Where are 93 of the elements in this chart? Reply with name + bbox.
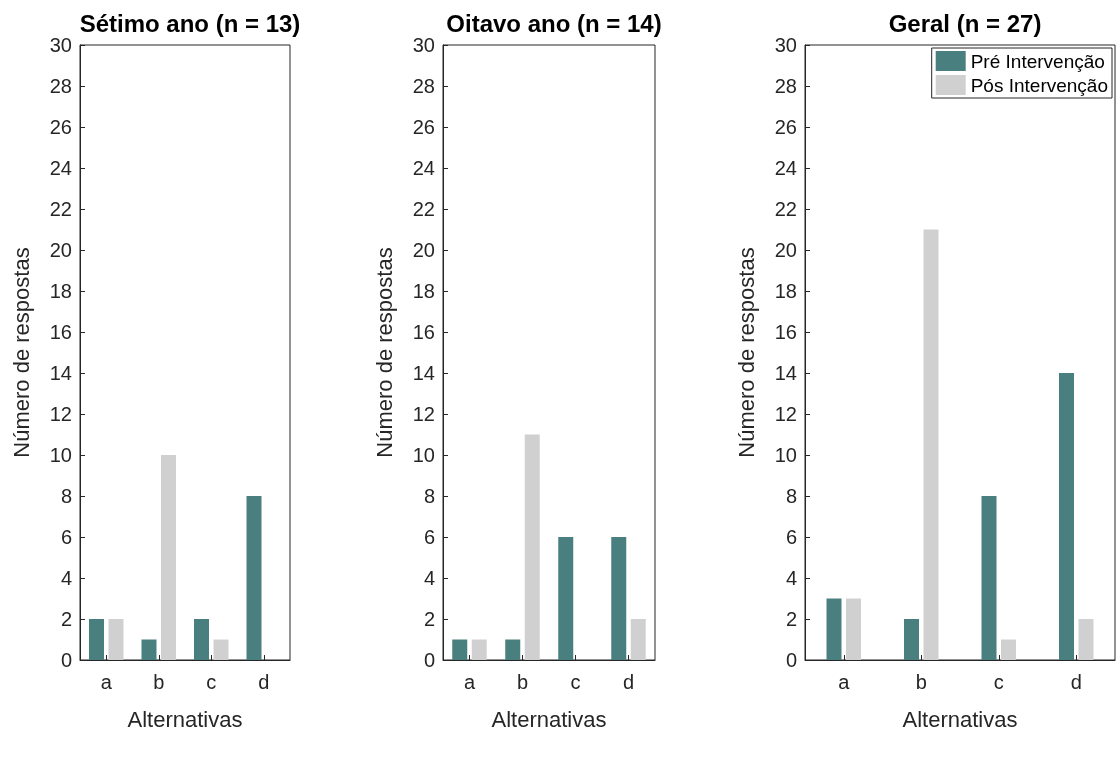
- x-axis-title: Alternativas: [491, 706, 607, 732]
- bar: [846, 598, 861, 660]
- y-axis-title: Número de respostas: [8, 247, 34, 458]
- y-tick-label: 10: [412, 444, 435, 466]
- y-tick-label: 30: [49, 34, 72, 56]
- y-tick-label: 24: [412, 157, 435, 179]
- y-tick-label: 0: [60, 649, 72, 671]
- y-tick-label: 12: [49, 403, 72, 425]
- y-tick-label: 18: [774, 280, 797, 302]
- y-tick-label: 22: [412, 198, 435, 220]
- bar: [1059, 373, 1074, 660]
- y-tick-label: 6: [60, 526, 72, 548]
- bar: [826, 598, 842, 660]
- y-tick-label: 16: [49, 321, 72, 343]
- y-tick-label: 2: [423, 608, 435, 630]
- bar: [611, 537, 627, 660]
- bar: [1001, 639, 1016, 660]
- y-tick-label: 6: [423, 526, 435, 548]
- chart-title: Sétimo ano (n = 13): [79, 9, 301, 37]
- bar: [505, 639, 521, 660]
- x-tick-label: c: [993, 671, 1004, 693]
- y-tick-label: 14: [774, 362, 797, 384]
- y-tick-label: 2: [60, 608, 72, 630]
- y-tick-label: 4: [785, 567, 797, 589]
- legend-label: Pré Intervenção: [970, 50, 1105, 72]
- bar: [471, 639, 487, 660]
- bar: [558, 537, 574, 660]
- y-tick-label: 26: [412, 116, 435, 138]
- x-tick-label: b: [915, 671, 927, 693]
- bar: [630, 619, 646, 660]
- y-tick-label: 10: [774, 444, 797, 466]
- bar: [923, 229, 939, 660]
- bar: [246, 496, 262, 660]
- y-tick-label: 18: [49, 280, 72, 302]
- y-tick-label: 26: [774, 116, 797, 138]
- y-tick-label: 16: [412, 321, 435, 343]
- y-tick-label: 28: [49, 75, 72, 97]
- x-axis-title: Alternativas: [127, 706, 243, 732]
- y-tick-label: 14: [49, 362, 72, 384]
- bar: [161, 455, 176, 660]
- y-tick-label: 8: [785, 485, 797, 507]
- x-tick-label: b: [516, 671, 529, 693]
- x-tick-label: a: [838, 671, 851, 693]
- bar: [981, 496, 997, 660]
- y-axis-title: Número de respostas: [733, 247, 759, 458]
- x-tick-label: b: [153, 671, 165, 693]
- bar: [1078, 619, 1094, 660]
- bar: [524, 434, 540, 660]
- y-tick-label: 0: [785, 649, 797, 671]
- bar: [452, 639, 468, 660]
- y-tick-label: 4: [423, 567, 435, 589]
- y-tick-label: 12: [412, 403, 435, 425]
- bar: [904, 619, 919, 660]
- x-tick-label: a: [100, 671, 113, 693]
- y-tick-label: 12: [774, 403, 797, 425]
- y-tick-label: 20: [774, 239, 797, 261]
- y-tick-label: 28: [412, 75, 435, 97]
- y-tick-label: 20: [49, 239, 72, 261]
- y-tick-label: 30: [774, 34, 797, 56]
- y-tick-label: 2: [785, 608, 797, 630]
- x-tick-label: d: [622, 671, 635, 693]
- y-tick-label: 22: [774, 198, 797, 220]
- bar: [141, 639, 157, 660]
- y-tick-label: 14: [412, 362, 435, 384]
- x-tick-label: c: [206, 671, 217, 693]
- x-tick-label: a: [463, 671, 476, 693]
- bar: [194, 619, 209, 660]
- y-tick-label: 4: [60, 567, 72, 589]
- y-tick-label: 30: [412, 34, 435, 56]
- x-axis-title: Alternativas: [902, 706, 1018, 732]
- chart-title: Geral (n = 27): [888, 9, 1042, 37]
- bar: [89, 619, 104, 660]
- y-axis-title: Número de respostas: [371, 247, 397, 458]
- y-tick-label: 6: [785, 526, 797, 548]
- y-tick-label: 18: [412, 280, 435, 302]
- y-tick-label: 22: [49, 198, 72, 220]
- y-tick-label: 16: [774, 321, 797, 343]
- bar: [213, 639, 229, 660]
- y-tick-label: 10: [49, 444, 72, 466]
- y-tick-label: 26: [49, 116, 72, 138]
- legend-label: Pós Intervenção: [970, 74, 1109, 96]
- y-tick-label: 28: [774, 75, 797, 97]
- bar: [108, 619, 124, 660]
- x-tick-label: d: [1070, 671, 1082, 693]
- y-tick-label: 8: [423, 485, 435, 507]
- y-tick-label: 8: [60, 485, 72, 507]
- x-tick-label: c: [570, 671, 581, 693]
- y-tick-label: 20: [412, 239, 435, 261]
- x-tick-label: d: [258, 671, 270, 693]
- y-tick-label: 24: [774, 157, 797, 179]
- y-tick-label: 0: [423, 649, 435, 671]
- y-tick-label: 24: [49, 157, 72, 179]
- chart-title: Oitavo ano (n = 14): [446, 9, 662, 37]
